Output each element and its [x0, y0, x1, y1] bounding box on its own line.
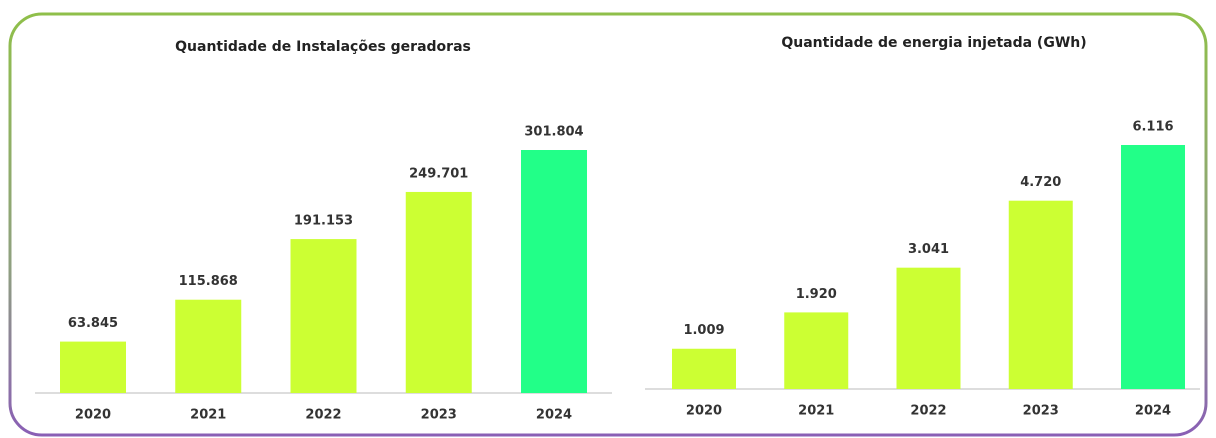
data-label: 301.804: [524, 125, 583, 140]
bar: [175, 299, 242, 393]
x-tick-label: 2022: [305, 408, 341, 423]
x-tick-label: 2022: [910, 404, 946, 419]
bar: [405, 191, 472, 393]
x-tick-label: 2024: [1135, 404, 1171, 419]
bar: [896, 267, 961, 389]
x-tick-label: 2023: [1023, 404, 1059, 419]
data-label: 3.041: [908, 242, 949, 257]
x-tick-label: 2020: [686, 404, 722, 419]
data-label: 249.701: [409, 166, 468, 181]
chart-title: Quantidade de Instalações geradoras: [175, 39, 471, 55]
data-label: 63.845: [68, 316, 118, 331]
bar: [1121, 145, 1185, 389]
bar: [60, 341, 126, 393]
data-label: 4.720: [1020, 175, 1061, 190]
panel-border: [8, 12, 1208, 437]
bar: [672, 348, 736, 389]
data-label: 191.153: [294, 214, 353, 229]
data-label: 115.868: [179, 274, 238, 289]
x-tick-label: 2021: [798, 404, 834, 419]
data-label: 1.920: [796, 287, 837, 302]
data-label: 1.009: [683, 323, 724, 338]
x-tick-label: 2024: [536, 408, 572, 423]
data-label: 6.116: [1132, 120, 1173, 135]
bar: [521, 150, 587, 393]
bar: [1008, 200, 1073, 389]
chart-title: Quantidade de energia injetada (GWh): [781, 35, 1086, 51]
x-tick-label: 2023: [421, 408, 457, 423]
x-tick-label: 2021: [190, 408, 226, 423]
x-tick-label: 2020: [75, 408, 111, 423]
bar: [290, 239, 357, 393]
bar: [784, 312, 849, 389]
